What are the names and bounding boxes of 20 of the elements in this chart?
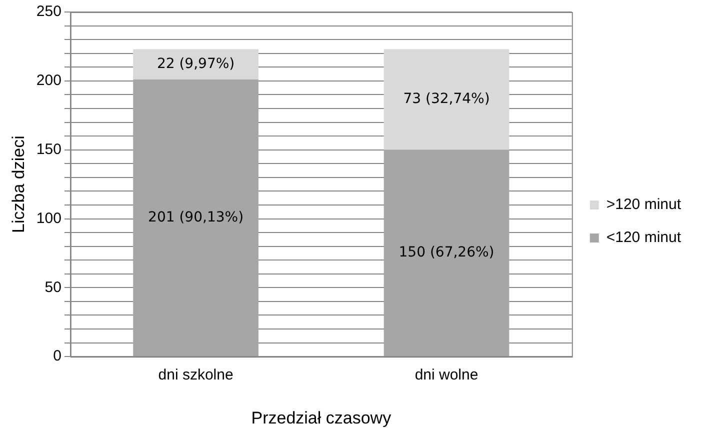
data-label: 150 (67,26%) (398, 244, 494, 261)
y-tick-label: 250 (36, 3, 62, 20)
y-axis-title: Liczba dzieci (8, 136, 28, 233)
y-tick-label: 200 (36, 72, 62, 90)
x-tick-label: dni wolne (414, 366, 478, 384)
bar (133, 80, 258, 356)
legend-label: >120 minut (606, 196, 682, 214)
x-tick-label: dni szkolne (158, 366, 234, 384)
y-tick-label: 50 (44, 278, 62, 296)
y-tick-label: 0 (53, 348, 62, 365)
y-tick-label: 100 (36, 210, 62, 227)
data-label: 22 (9,97%) (156, 56, 235, 72)
bar (384, 49, 510, 150)
bar (384, 150, 510, 356)
y-tick-label: 150 (36, 140, 62, 158)
legend-label: <120 minut (606, 229, 682, 246)
data-label: 201 (90,13%) (148, 209, 244, 226)
bar (133, 49, 258, 80)
x-axis-title: Przedział czasowy (251, 408, 392, 428)
data-label: 73 (32,74%) (403, 91, 490, 108)
